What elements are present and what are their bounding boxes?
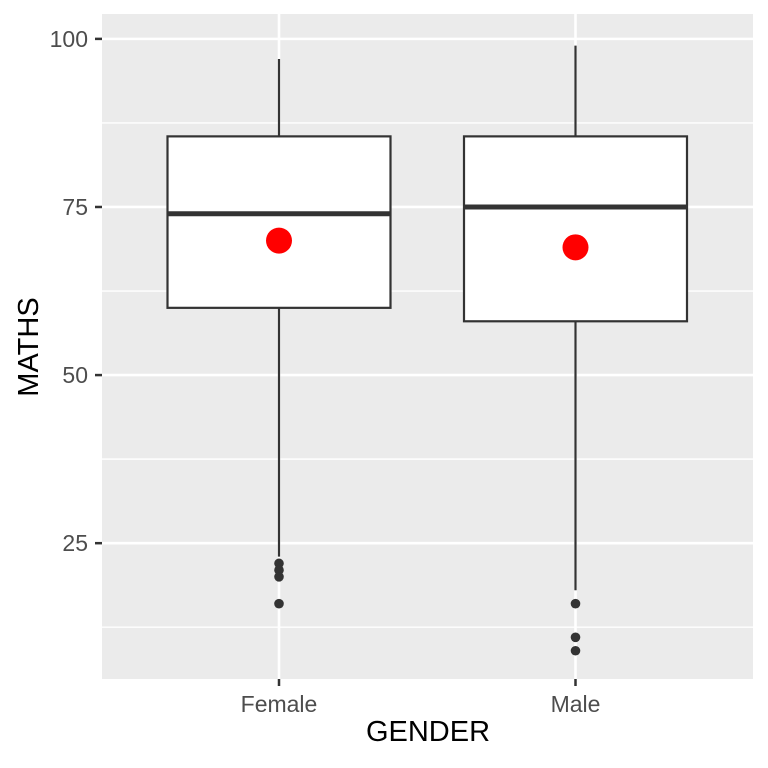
x-tick-label-male: Male — [550, 691, 601, 717]
y-axis-title: MATHS — [13, 297, 45, 397]
outlier-dot-female — [274, 571, 284, 582]
box-male — [462, 135, 689, 323]
x-tick-label-female: Female — [240, 691, 318, 717]
outlier-dot-female — [274, 565, 284, 575]
outlier-dot-male — [570, 645, 581, 656]
y-tick-label-50: 50 — [62, 361, 88, 388]
y-tick-label-100: 100 — [49, 25, 88, 52]
mean-dot-male — [562, 234, 589, 261]
x-axis-title: GENDER — [365, 716, 491, 748]
panel-background — [102, 14, 753, 679]
mean-dot-female — [266, 227, 292, 254]
outlier-dot-female — [274, 598, 284, 609]
box-female — [166, 135, 392, 309]
outlier-dot-female — [274, 558, 284, 569]
y-tick-label-75: 75 — [62, 193, 88, 220]
outlier-dot-male — [570, 632, 581, 643]
y-tick-label-25: 25 — [62, 529, 88, 556]
outlier-dot-male — [570, 598, 581, 609]
